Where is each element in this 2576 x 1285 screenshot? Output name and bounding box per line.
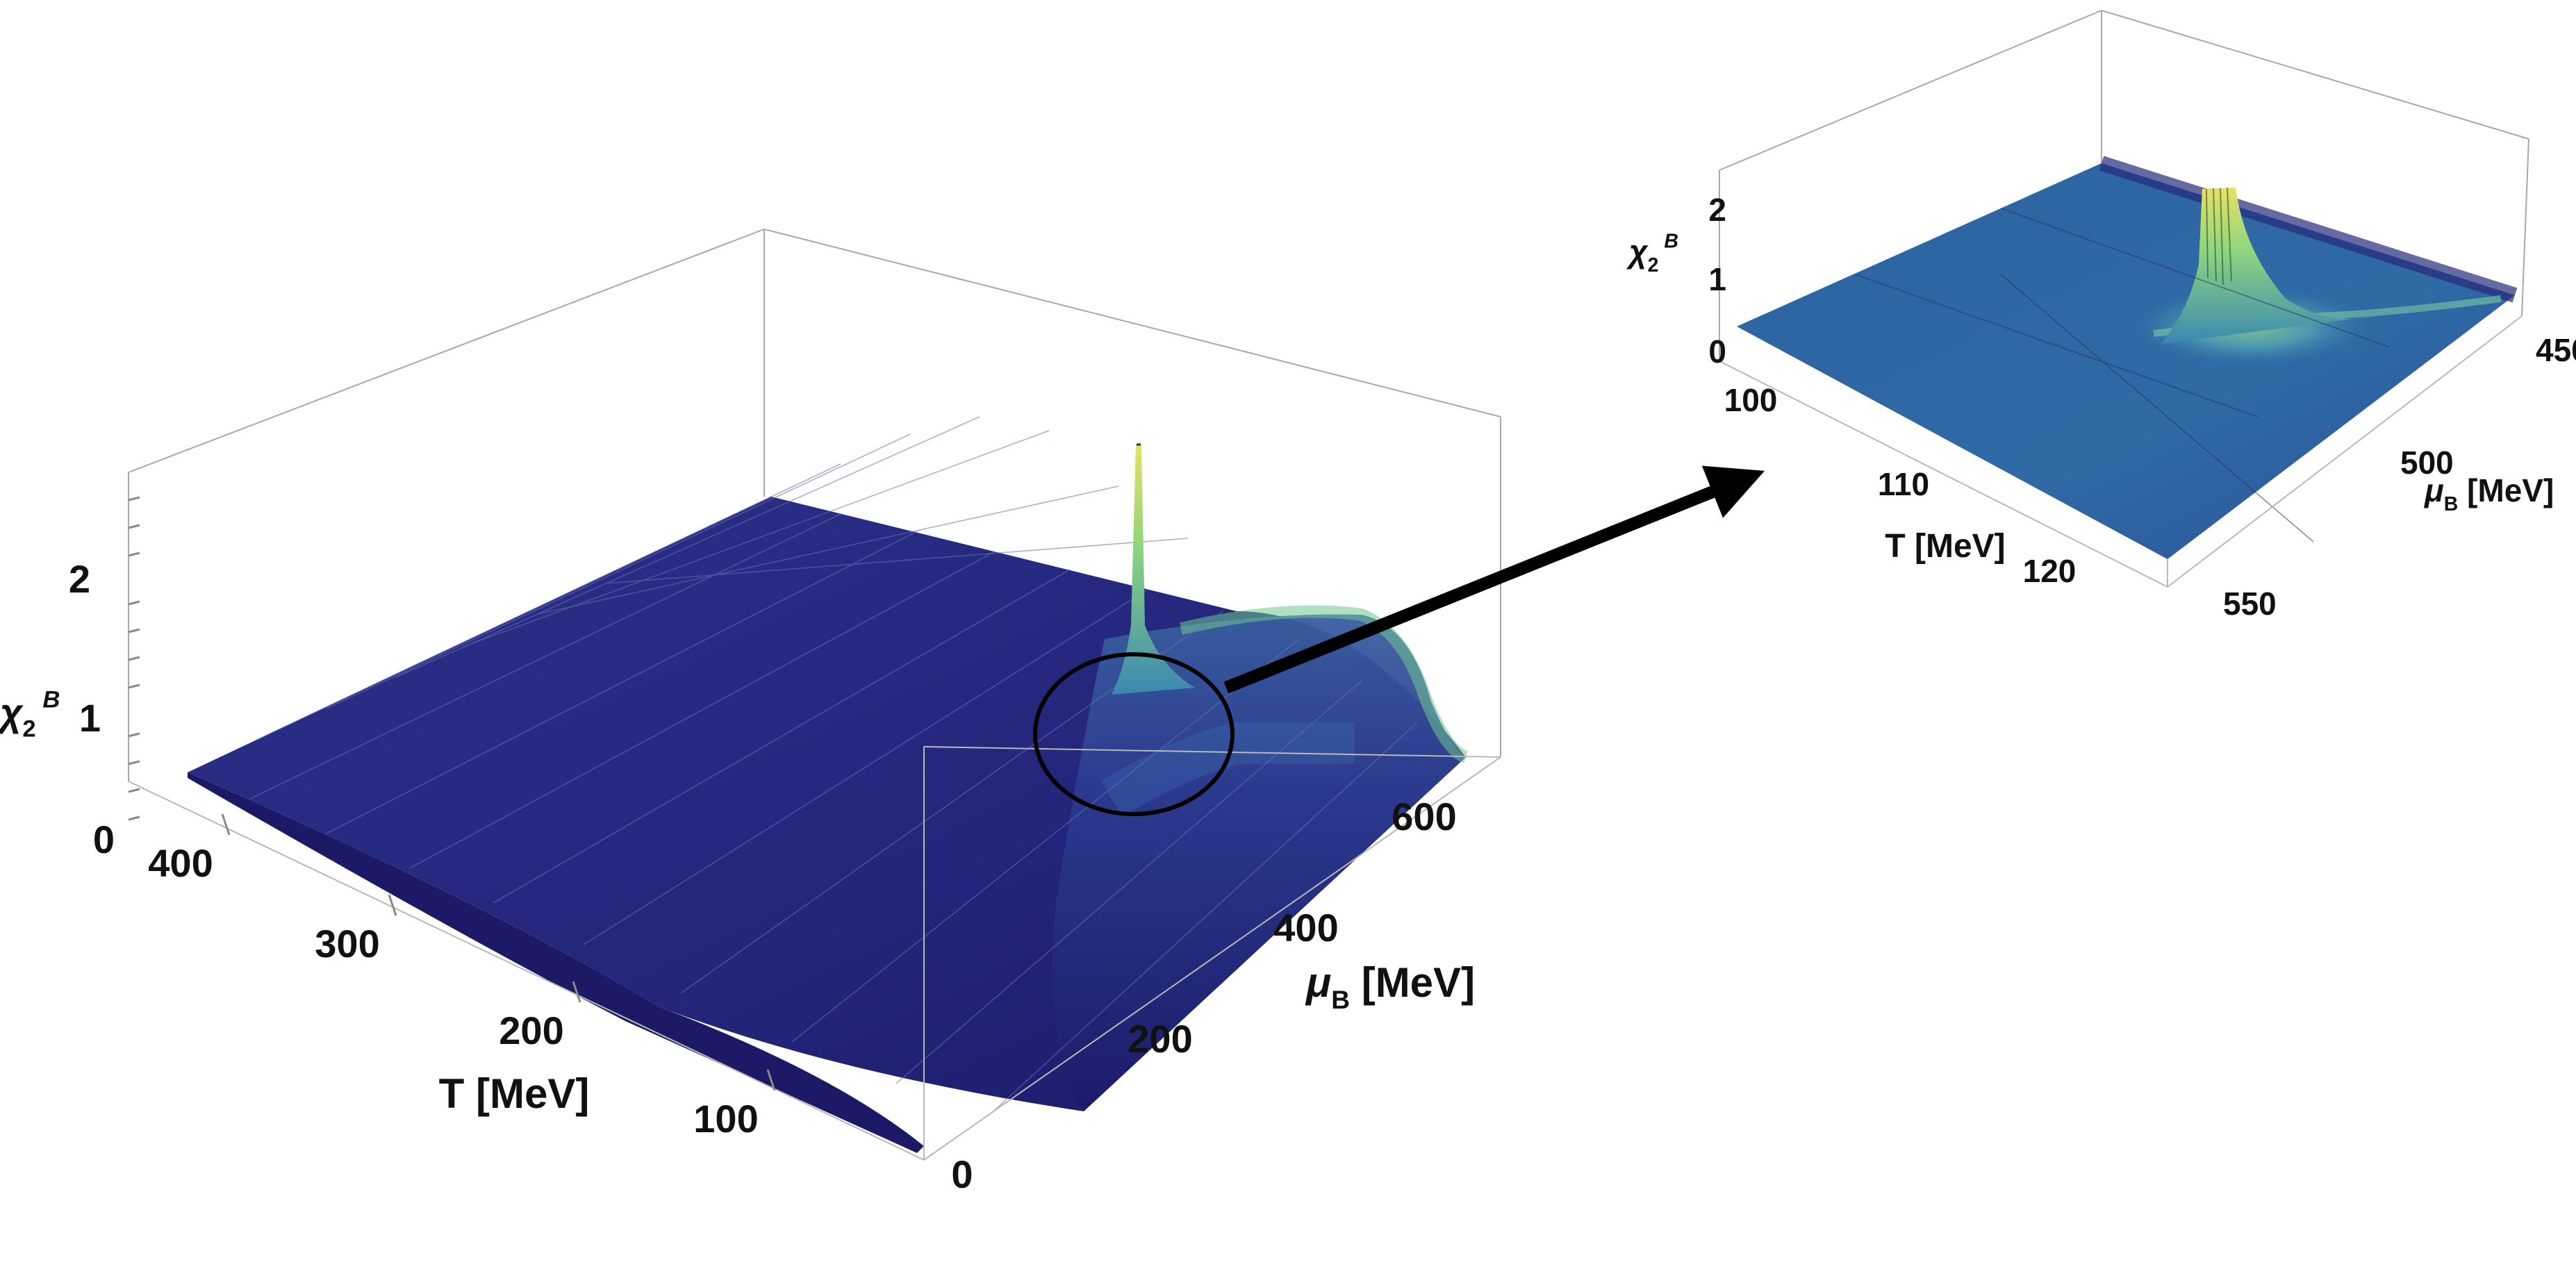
zoom-box-back bbox=[1719, 9, 2529, 361]
main-z-tick bbox=[128, 628, 140, 633]
zoom-y-axis-label: μB [MeV] bbox=[2423, 472, 2554, 515]
main-z-tick bbox=[128, 760, 140, 765]
main-z-tick-label: 0 bbox=[93, 818, 115, 861]
main-z-tick bbox=[128, 815, 140, 821]
main-x-tick bbox=[221, 813, 231, 836]
main-z-tick bbox=[128, 524, 140, 529]
main-z-axis-label: χ2 B bbox=[0, 687, 60, 743]
main-z-tick bbox=[128, 732, 140, 738]
critical-region-circle bbox=[1033, 652, 1235, 816]
zoom-x-tick-label: 110 bbox=[1878, 466, 1929, 502]
zoom-surface bbox=[1737, 163, 2515, 559]
main-spike bbox=[1112, 445, 1195, 695]
main-y-tick-label: 200 bbox=[1128, 1017, 1192, 1061]
main-z-tick bbox=[128, 788, 140, 793]
zoom-y-tick-label: 450 bbox=[2536, 332, 2576, 368]
main-z-tick bbox=[128, 600, 140, 606]
main-plot bbox=[128, 228, 1501, 1161]
main-surface-edge bbox=[188, 772, 924, 1153]
zoom-z-tick-label: 0 bbox=[1708, 333, 1726, 370]
main-x-tick-label: 100 bbox=[693, 1097, 758, 1141]
main-y-axis-label: μB [MeV] bbox=[1305, 959, 1475, 1014]
main-z-tick bbox=[128, 552, 140, 557]
main-y-tick-label: 0 bbox=[951, 1152, 973, 1196]
main-x-tick bbox=[572, 981, 581, 1003]
zoom-plot bbox=[1719, 9, 2529, 588]
main-z-tick bbox=[128, 683, 140, 689]
zoom-arrow bbox=[1223, 465, 1765, 694]
zoom-box-front bbox=[1719, 315, 2523, 588]
main-z-tick-label: 2 bbox=[69, 557, 90, 601]
main-x-tick bbox=[388, 894, 397, 916]
main-ridge bbox=[1052, 614, 1466, 1111]
zoom-z-tick-label: 1 bbox=[1708, 261, 1726, 297]
main-box-back bbox=[128, 228, 1501, 781]
zoom-x-tick-label: 120 bbox=[2023, 553, 2077, 589]
main-axes: 0 1 2 χ2 B 400 300 200 100 T [MeV] 0 200 400 600 μB [… bbox=[0, 496, 1475, 1196]
zoom-mesh bbox=[1854, 208, 2391, 542]
zoom-y-tick-label: 500 bbox=[2400, 445, 2454, 481]
zoom-z-tick-label: 2 bbox=[1708, 192, 1726, 228]
main-z-tick bbox=[128, 656, 140, 661]
zoom-z-axis-label: χ2 B bbox=[1626, 230, 1678, 276]
main-x-tick-label: 400 bbox=[148, 841, 213, 885]
main-z-tick-label: 1 bbox=[79, 696, 101, 740]
zoom-axes: 0 1 2 χ2 B 100 110 120 T [MeV] 450 500 550 μB [MeV] bbox=[1626, 192, 2576, 622]
main-y-tick-label: 400 bbox=[1273, 906, 1338, 950]
main-x-axis-label: T [MeV] bbox=[439, 1070, 590, 1117]
main-x-tick bbox=[766, 1069, 776, 1091]
zoom-y-tick-label: 550 bbox=[2223, 586, 2277, 622]
main-x-tick-label: 200 bbox=[499, 1009, 563, 1052]
zoom-x-axis-label: T [MeV] bbox=[1885, 528, 2005, 565]
main-mesh bbox=[249, 416, 1418, 1112]
zoom-x-tick-label: 100 bbox=[1724, 382, 1778, 418]
main-y-tick-label: 600 bbox=[1392, 795, 1456, 838]
main-x-tick-label: 300 bbox=[315, 922, 379, 965]
main-box-front bbox=[128, 746, 1501, 1161]
main-z-tick bbox=[128, 496, 140, 501]
